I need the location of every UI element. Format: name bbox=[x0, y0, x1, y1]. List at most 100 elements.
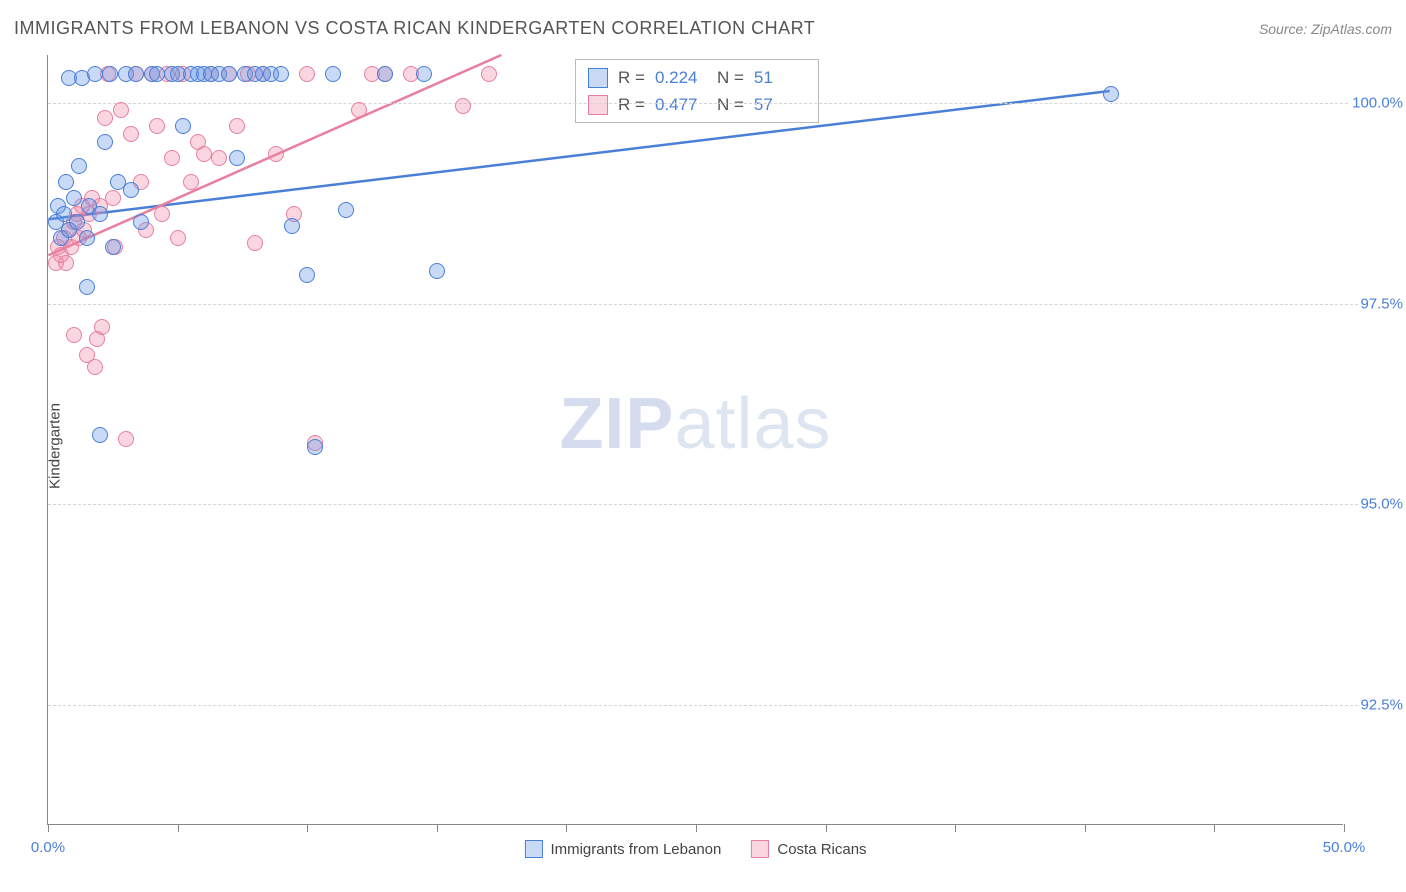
x-tick bbox=[1085, 824, 1086, 832]
stat-value-n-1: 51 bbox=[754, 64, 806, 91]
chart-title: IMMIGRANTS FROM LEBANON VS COSTA RICAN K… bbox=[14, 18, 815, 39]
stats-row-series-2: R = 0.477 N = 57 bbox=[588, 91, 806, 118]
swatch-blue bbox=[588, 68, 608, 88]
y-tick-label: 97.5% bbox=[1358, 295, 1405, 312]
scatter-point bbox=[92, 427, 108, 443]
x-tick bbox=[178, 824, 179, 832]
scatter-point bbox=[183, 174, 199, 190]
stat-label-r: R = bbox=[618, 91, 645, 118]
scatter-point bbox=[87, 66, 103, 82]
legend-label-1: Immigrants from Lebanon bbox=[550, 841, 721, 858]
scatter-point bbox=[175, 118, 191, 134]
scatter-point bbox=[133, 214, 149, 230]
scatter-point bbox=[102, 66, 118, 82]
source-attribution: Source: ZipAtlas.com bbox=[1259, 21, 1392, 37]
stat-label-n: N = bbox=[717, 91, 744, 118]
scatter-point bbox=[170, 230, 186, 246]
scatter-point bbox=[455, 98, 471, 114]
scatter-point bbox=[284, 218, 300, 234]
x-tick-label: 50.0% bbox=[1323, 839, 1366, 856]
x-tick bbox=[826, 824, 827, 832]
y-tick-label: 92.5% bbox=[1358, 696, 1405, 713]
x-tick bbox=[437, 824, 438, 832]
scatter-point bbox=[123, 182, 139, 198]
y-tick-label: 95.0% bbox=[1358, 496, 1405, 513]
scatter-point bbox=[338, 202, 354, 218]
scatter-point bbox=[66, 190, 82, 206]
x-tick bbox=[307, 824, 308, 832]
plot-area: ZIPatlas R = 0.224 N = 51 R = 0.477 N = … bbox=[47, 55, 1343, 825]
stats-legend-box: R = 0.224 N = 51 R = 0.477 N = 57 bbox=[575, 59, 819, 123]
scatter-point bbox=[79, 279, 95, 295]
scatter-point bbox=[307, 439, 323, 455]
scatter-point bbox=[69, 214, 85, 230]
scatter-point bbox=[377, 66, 393, 82]
x-tick bbox=[955, 824, 956, 832]
stat-label-r: R = bbox=[618, 64, 645, 91]
scatter-point bbox=[118, 431, 134, 447]
stat-value-n-2: 57 bbox=[754, 91, 806, 118]
scatter-point bbox=[113, 102, 129, 118]
scatter-point bbox=[87, 359, 103, 375]
scatter-point bbox=[229, 118, 245, 134]
legend-item-1: Immigrants from Lebanon bbox=[524, 840, 721, 858]
stat-label-n: N = bbox=[717, 64, 744, 91]
scatter-point bbox=[164, 150, 180, 166]
scatter-point bbox=[105, 239, 121, 255]
legend-swatch-2 bbox=[751, 840, 769, 858]
scatter-point bbox=[92, 206, 108, 222]
x-tick-label: 0.0% bbox=[31, 839, 65, 856]
scatter-point bbox=[211, 150, 227, 166]
stats-row-series-1: R = 0.224 N = 51 bbox=[588, 64, 806, 91]
scatter-point bbox=[325, 66, 341, 82]
scatter-point bbox=[97, 110, 113, 126]
legend-bottom: Immigrants from Lebanon Costa Ricans bbox=[524, 840, 866, 858]
gridline bbox=[48, 504, 1398, 505]
scatter-point bbox=[154, 206, 170, 222]
scatter-point bbox=[149, 118, 165, 134]
scatter-point bbox=[481, 66, 497, 82]
scatter-point bbox=[247, 235, 263, 251]
scatter-point bbox=[58, 174, 74, 190]
scatter-point bbox=[94, 319, 110, 335]
x-tick bbox=[566, 824, 567, 832]
scatter-point bbox=[221, 66, 237, 82]
scatter-point bbox=[71, 158, 87, 174]
title-bar: IMMIGRANTS FROM LEBANON VS COSTA RICAN K… bbox=[14, 18, 1392, 39]
trend-lines-layer bbox=[48, 55, 1343, 824]
scatter-point bbox=[268, 146, 284, 162]
scatter-point bbox=[299, 66, 315, 82]
scatter-point bbox=[79, 230, 95, 246]
x-tick bbox=[1214, 824, 1215, 832]
scatter-point bbox=[105, 190, 121, 206]
legend-swatch-1 bbox=[524, 840, 542, 858]
x-tick bbox=[696, 824, 697, 832]
scatter-point bbox=[1103, 86, 1119, 102]
x-tick bbox=[1344, 824, 1345, 832]
x-tick bbox=[48, 824, 49, 832]
swatch-pink bbox=[588, 95, 608, 115]
scatter-point bbox=[149, 66, 165, 82]
gridline bbox=[48, 304, 1398, 305]
scatter-point bbox=[299, 267, 315, 283]
stat-value-r-1: 0.224 bbox=[655, 64, 707, 91]
scatter-point bbox=[58, 255, 74, 271]
scatter-point bbox=[429, 263, 445, 279]
scatter-point bbox=[351, 102, 367, 118]
y-tick-label: 100.0% bbox=[1350, 95, 1405, 112]
source-name: ZipAtlas.com bbox=[1311, 21, 1392, 37]
legend-label-2: Costa Ricans bbox=[777, 841, 866, 858]
scatter-point bbox=[196, 146, 212, 162]
scatter-point bbox=[66, 327, 82, 343]
source-label: Source: bbox=[1259, 21, 1311, 37]
scatter-point bbox=[123, 126, 139, 142]
scatter-point bbox=[229, 150, 245, 166]
stat-value-r-2: 0.477 bbox=[655, 91, 707, 118]
gridline bbox=[48, 103, 1398, 104]
scatter-point bbox=[97, 134, 113, 150]
legend-item-2: Costa Ricans bbox=[751, 840, 866, 858]
scatter-point bbox=[128, 66, 144, 82]
scatter-point bbox=[416, 66, 432, 82]
gridline bbox=[48, 705, 1398, 706]
scatter-point bbox=[273, 66, 289, 82]
